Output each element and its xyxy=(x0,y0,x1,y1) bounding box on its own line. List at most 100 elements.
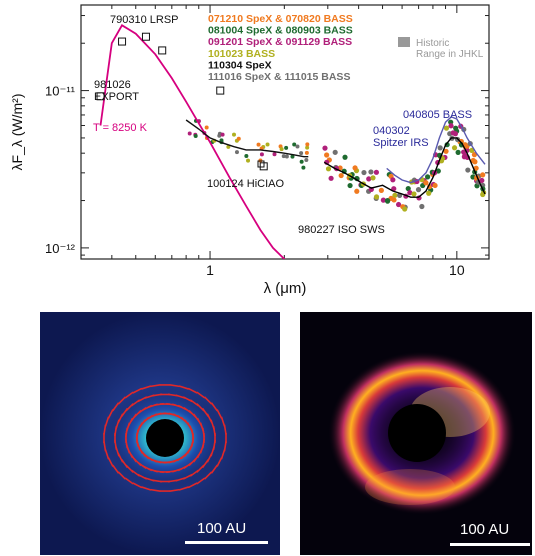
spectrum-point xyxy=(395,201,402,208)
spectrum-point xyxy=(465,167,471,173)
spectrum-point xyxy=(281,154,286,159)
polarization-vector xyxy=(150,384,161,388)
spectrum-point xyxy=(217,133,222,138)
photometry-point xyxy=(216,86,225,95)
spectrum-point xyxy=(305,142,310,147)
polarization-vector xyxy=(187,387,198,394)
series-line-3 xyxy=(185,119,309,158)
spectrum-point xyxy=(244,154,249,159)
historic-label: Historic Range in JHKL xyxy=(416,38,484,60)
spectrum-point xyxy=(419,203,425,210)
annotation: 040805 BASS xyxy=(403,109,472,121)
polarization-vector xyxy=(191,429,195,440)
spectrum-point xyxy=(246,158,251,163)
spectrum-point xyxy=(301,165,306,170)
photometry-point xyxy=(158,46,167,55)
spectrum-point xyxy=(373,194,380,200)
polarization-vector xyxy=(112,402,120,412)
spectrum-point xyxy=(324,152,330,158)
polarization-vector xyxy=(107,409,114,419)
polarization-vector xyxy=(204,471,213,480)
polarization-vector xyxy=(107,457,114,467)
spectrum-point xyxy=(443,148,449,154)
spectrum-point xyxy=(284,154,289,159)
polarization-vector xyxy=(169,384,180,388)
spectrum-point xyxy=(423,180,429,186)
photometry-point xyxy=(96,92,105,101)
annotation: T = 8250 K xyxy=(93,122,148,134)
x-axis-label: λ (μm) xyxy=(264,280,307,297)
photometry-point xyxy=(141,32,150,41)
spectrum-point xyxy=(305,145,310,150)
series-line-1 xyxy=(386,116,486,184)
polarization-vector xyxy=(132,482,143,489)
spectrum-point xyxy=(384,197,391,204)
spectrum-point xyxy=(392,192,398,198)
spectrum-point xyxy=(272,152,277,157)
legend-entry: 081004 SpeX & 080903 BASS xyxy=(208,25,353,37)
legend-entry: 111016 SpeX & 111015 BASS xyxy=(208,71,350,83)
spectrum-point xyxy=(193,133,198,138)
spectrum-point xyxy=(299,159,304,164)
y-tick-label: 10⁻¹¹ xyxy=(45,84,76,99)
spectrum-point xyxy=(426,190,432,196)
spectrum-point xyxy=(325,166,332,172)
spectrum-point xyxy=(304,150,309,155)
polarization-vector xyxy=(196,391,206,399)
spectrum-point xyxy=(352,165,358,171)
spectrum-point xyxy=(432,182,438,189)
annotation: 790310 LRSP xyxy=(110,14,179,26)
annotation: 980227 ISO SWS xyxy=(298,224,385,236)
spectrum-point xyxy=(470,174,476,180)
intensity-map-panel: 100 AU xyxy=(300,312,532,555)
spectrum-point xyxy=(455,149,461,155)
polarization-vector xyxy=(150,488,161,492)
polarization-vector xyxy=(216,409,223,419)
spectrum-point xyxy=(295,144,300,149)
spectrum-point xyxy=(265,142,270,147)
spectrum-point xyxy=(473,165,479,171)
spectrum-point xyxy=(391,197,397,203)
polarization-vector xyxy=(104,449,110,460)
spectrum-point xyxy=(299,151,304,156)
polarization-vector xyxy=(117,471,126,480)
spectrum-point xyxy=(219,138,224,143)
legend-entry: 101023 BASS xyxy=(208,48,275,60)
spectrum-point xyxy=(204,125,209,130)
spectrum-point xyxy=(322,145,328,151)
spectrum-point xyxy=(448,123,454,129)
series-line-0 xyxy=(99,24,286,259)
scale-label-right: 100 AU xyxy=(460,521,510,538)
spectrum-point xyxy=(402,206,408,212)
x-tick-label: 10 xyxy=(449,262,465,278)
polarization-vector xyxy=(201,427,206,438)
legend-entry: 071210 SpeX & 070820 BASS xyxy=(208,13,353,25)
historic-swatch xyxy=(398,37,410,47)
spectrum-point xyxy=(236,136,241,141)
spectrum-point xyxy=(472,159,478,165)
polarization-map-panel: 100 AU xyxy=(40,312,280,555)
polarization-vector xyxy=(223,424,227,435)
spectrum-point xyxy=(452,131,459,137)
spectrum-point xyxy=(378,187,384,193)
spectrum-point xyxy=(415,187,422,193)
polarization-vector xyxy=(210,402,218,412)
y-tick-label: 10⁻¹² xyxy=(45,241,76,256)
spectrum-point xyxy=(405,185,411,192)
series-layer xyxy=(99,24,487,259)
annotation: 040302 Spitzer IRS xyxy=(373,125,429,149)
spectrum-point xyxy=(232,132,237,137)
polarization-vector xyxy=(223,441,227,452)
polarization-vector xyxy=(112,464,120,474)
series-line-2 xyxy=(323,137,486,198)
intensity-map-image xyxy=(300,312,532,555)
spectrum-point xyxy=(220,132,225,137)
scale-bar-right xyxy=(450,543,530,546)
legend-entry: 110304 SpeX xyxy=(208,59,272,71)
spectrum-point xyxy=(390,177,396,183)
spectrum-point xyxy=(234,150,239,155)
annotation: 100124 HiCIAO xyxy=(207,178,284,190)
spectrum-point xyxy=(443,125,450,131)
